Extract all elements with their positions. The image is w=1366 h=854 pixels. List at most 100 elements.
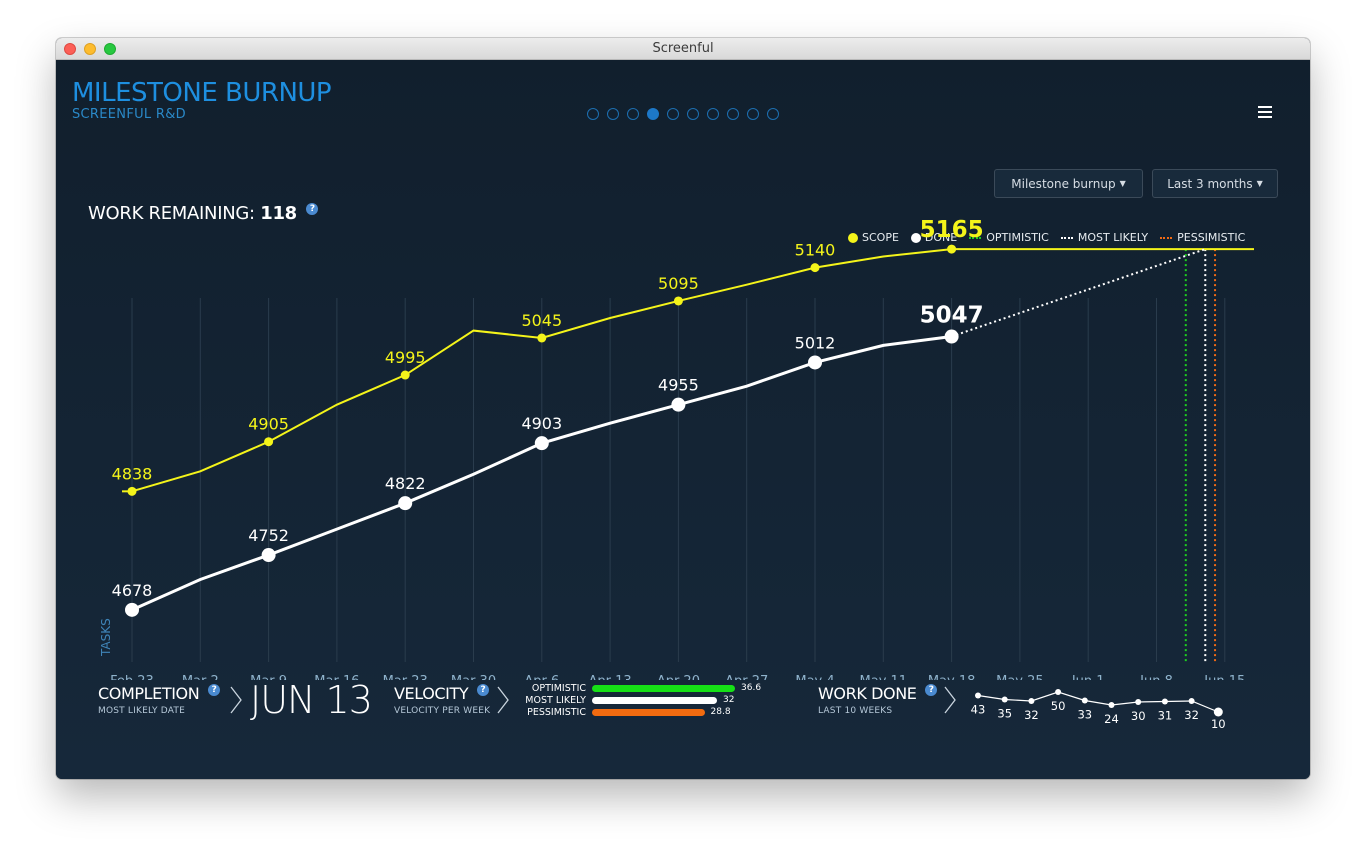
velocity-row: MOST LIKELY 32 [508,694,761,706]
sparkline-value: 43 [971,703,986,717]
scope-point [810,263,820,273]
x-tick-label: Mar 9 [250,674,287,680]
close-window-button[interactable] [64,43,76,55]
window-title: Screenful [652,41,714,56]
completion-title: COMPLETION [98,684,200,703]
hamburger-menu-icon[interactable] [1258,106,1272,118]
sparkline-value: 10 [1211,717,1226,731]
work-done-sparkline: 43 35 32 50 33 24 30 31 32 10 [971,689,1226,731]
x-tick-label: Apr 13 [589,674,632,680]
sparkline-line [977,691,1219,713]
done-point [125,602,139,617]
maximize-window-button[interactable] [104,43,116,55]
legend-label: OPTIMISTIC [986,231,1049,244]
x-tick-label: Apr 6 [524,674,559,680]
x-tick-label: Mar 16 [314,674,359,680]
x-tick-label: Mar 23 [383,674,428,680]
x-tick-label: Apr 20 [657,674,700,680]
velocity-block: VELOCITY ? VELOCITY PER WEEK [394,684,490,716]
velocity-row-label: OPTIMISTIC [531,682,586,694]
scope-data-label: 4905 [248,415,289,434]
work-done-subtitle: LAST 10 WEEKS [818,706,893,716]
scope-data-label: 5095 [658,274,699,293]
title-bar: Screenful [56,38,1310,60]
report-type-dropdown[interactable]: Milestone burnup ▼ [994,169,1143,198]
x-tick-label: Jun 8 [1139,674,1173,680]
completion-block: COMPLETION ? MOST LIKELY DATE [98,684,220,716]
velocity-bar [592,708,705,716]
x-tick-label: May 25 [996,674,1044,680]
page-indicator [587,108,779,120]
sparkline-value: 33 [1077,708,1092,722]
sparkline-point [1135,699,1142,705]
x-tick-label: May 18 [928,674,976,680]
done-point [671,397,686,412]
x-tick-label: Apr 27 [725,674,768,680]
sparkline-value: 50 [1051,699,1066,713]
x-tick-label: May 11 [860,674,908,680]
legend-item: DONE [910,231,957,244]
sparkline-point [1028,698,1035,704]
page-dot[interactable] [767,108,779,120]
work-remaining-value: 118 [260,203,297,224]
done-point [261,548,276,563]
help-icon[interactable]: ? [925,684,938,696]
page-dot[interactable] [727,108,739,120]
work-done-title: WORK DONE [818,684,917,703]
velocity-title: VELOCITY [394,684,469,703]
velocity-subtitle: VELOCITY PER WEEK [394,706,491,716]
scope-data-label: 5165 [920,217,984,243]
sparkline-value: 32 [1184,708,1199,722]
work-done-block: WORK DONE ? LAST 10 WEEKS [818,684,938,716]
velocity-row-label: MOST LIKELY [525,694,586,706]
done-data-label: 4903 [521,414,562,433]
scope-point [947,244,957,254]
velocity-value: 32 [723,695,735,705]
chevron-right-icon [497,686,509,714]
caret-down-icon: ▼ [1119,179,1126,188]
sparkline-point [1108,702,1115,708]
legend-label: PESSIMISTIC [1177,231,1246,244]
chevron-right-icon [230,686,242,714]
scope-data-label: 5045 [521,311,562,330]
page-dot[interactable] [627,108,639,120]
work-remaining-label: WORK REMAINING: [88,203,255,224]
page-dot[interactable] [607,108,619,120]
help-icon[interactable]: ? [306,203,319,215]
page-dot[interactable] [647,108,659,120]
scope-data-label: 4838 [112,464,153,483]
scope-data-label: 4995 [385,348,426,367]
x-tick-label: Jun 1 [1071,674,1105,680]
velocity-bar [592,696,718,704]
sparkline-value: 32 [1024,708,1039,722]
date-range-dropdown[interactable]: Last 3 months ▼ [1152,169,1278,198]
help-icon[interactable]: ? [208,684,220,696]
page-dot[interactable] [747,108,759,120]
legend-item: OPTIMISTIC [969,231,1049,244]
legend-label: MOST LIKELY [1077,231,1149,244]
work-remaining: WORK REMAINING: 118 ? [88,203,319,224]
y-axis-label: TASKS [99,618,113,657]
legend-item: SCOPE [848,231,899,244]
report-type-value: Milestone burnup [1011,176,1116,191]
minimize-window-button[interactable] [84,43,96,55]
page-dot[interactable] [707,108,719,120]
dashboard: MILESTONE BURNUP SCREENFUL R&D Milestone… [56,60,1310,779]
page-title: MILESTONE BURNUP [72,78,332,108]
velocity-bars: OPTIMISTIC 36.6 MOST LIKELY 32 PESSIMISTIC 28… [508,682,761,718]
sparkline-value: 30 [1131,709,1146,723]
page-dot[interactable] [667,108,679,120]
done-data-label: 5047 [920,303,984,329]
completion-date: JUN 13 [250,678,373,722]
page-dot[interactable] [587,108,599,120]
done-data-label: 5012 [795,333,836,352]
legend-label: SCOPE [862,231,899,244]
x-tick-label: Mar 30 [451,674,496,680]
sparkline-value: 35 [997,707,1012,721]
help-icon[interactable]: ? [476,684,489,696]
page-dot[interactable] [687,108,699,120]
legend-marker [969,236,982,239]
done-projection-line [951,248,1206,338]
velocity-value: 36.6 [741,683,762,693]
legend-item: MOST LIKELY [1060,231,1149,244]
